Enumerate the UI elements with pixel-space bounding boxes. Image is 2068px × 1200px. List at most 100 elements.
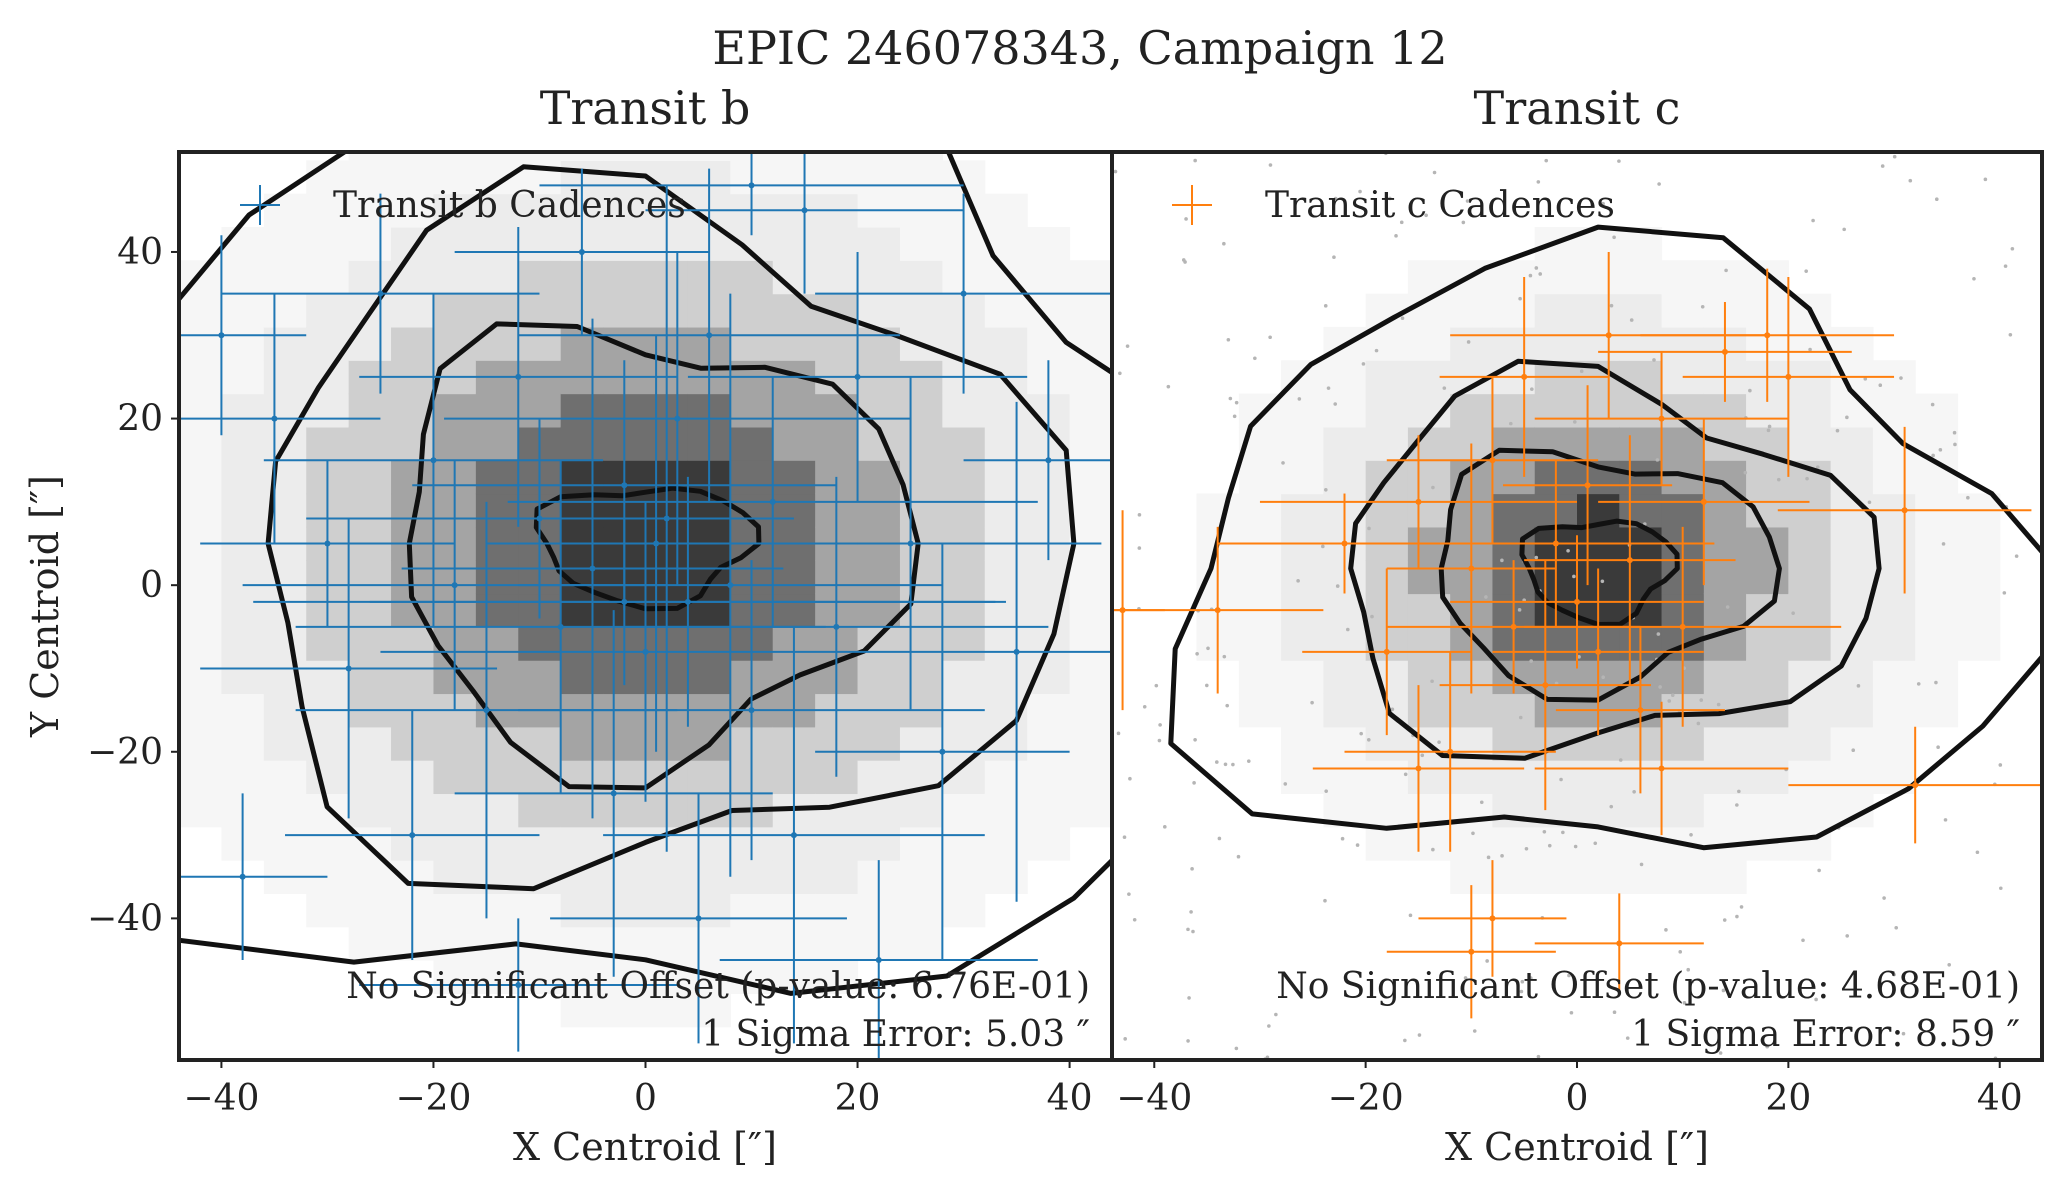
cadence-point [1312,685,1525,852]
density-cell [560,726,604,761]
point-marker [1552,540,1559,547]
density-cell [857,660,901,695]
density-cell [687,626,731,661]
background-dot [1867,500,1872,505]
density-cell [1365,360,1409,395]
density-cell [1534,860,1578,894]
density-cell [1281,726,1324,761]
density-cell [221,226,265,261]
density-cell [475,626,519,661]
background-dot [1158,723,1162,727]
density-cell [1957,526,2001,561]
background-dot [1122,835,1127,840]
density-cell [1281,626,1324,661]
point-marker [907,540,914,547]
background-dot [1721,988,1726,993]
background-dot [1689,832,1693,837]
background-dot [2002,591,2007,595]
density-cell [815,326,859,361]
cadence-point [1386,443,1556,694]
density-cell [1281,460,1324,495]
background-dot [1947,962,1951,967]
density-cell [899,426,943,461]
panel-b-ylabel: Y Centroid [″] [23,475,67,738]
background-dot [1403,772,1408,777]
point-marker [409,832,416,839]
density-cell [433,793,477,828]
background-dot [1283,782,1288,786]
density-cell [1027,693,1071,728]
density-cell [984,826,1028,861]
density-cell [772,293,816,328]
cadence-point [518,293,943,877]
density-cell [1703,460,1747,495]
density-cell [475,760,519,795]
cadence-point [380,501,911,802]
panel-b-annotation-line2: 1 Sigma Error: 5.03 ″ [701,1014,1090,1055]
point-marker [515,982,522,989]
background-dot [1655,458,1660,462]
density-cell [1450,826,1494,861]
background-dot [1566,549,1570,553]
point-marker [769,498,776,505]
density-cell [560,960,604,994]
point-marker [960,290,967,297]
density-cell [433,926,477,961]
background-dot [1187,996,1191,1000]
density-cell [1619,360,1663,395]
background-dot [1236,854,1241,859]
x-tick-label: −40 [1116,1078,1192,1119]
density-cell [433,426,477,461]
background-dot [1617,159,1621,163]
density-cell [221,660,265,695]
cadence-points-c [1112,251,2042,1019]
point-marker [854,373,861,380]
background-dot [1361,362,1366,366]
contour-line [1348,358,1882,761]
background-dot [1880,164,1885,168]
background-dot [1811,218,1815,223]
density-cell [1661,260,1705,295]
density-cell [560,593,604,628]
density-cell [306,826,350,861]
density-cell [899,926,943,961]
density-cell [899,560,943,595]
density-cell [772,460,816,495]
density-cell [772,160,816,195]
background-dot [1835,428,1840,433]
cadence-point [1418,860,1567,977]
density-cell [984,626,1028,661]
background-dot [1975,850,1980,855]
density-cell [348,626,392,661]
panel-c-annotation-line1: No Significant Offset (p-value: 4.68E-01… [1276,966,2020,1007]
density-cell [1281,660,1324,695]
density-cell [263,560,307,595]
density-cell [1407,326,1451,361]
point-marker [663,515,670,522]
density-cell [645,926,689,961]
cadence-point [1598,418,1810,586]
background-dot [1340,836,1345,841]
density-cell [772,393,816,428]
background-dot [1128,776,1132,781]
background-dot [1524,847,1529,851]
background-dot [1930,402,1935,407]
panel-c-title: Transit c [1474,81,1681,135]
cadence-point [1386,885,1556,1019]
background-dot [1735,914,1739,919]
density-cell [348,793,392,828]
density-cell [1661,326,1705,361]
density-cell [1238,626,1282,661]
cadence-point [1555,626,1725,794]
x-tick-label: 0 [1566,1078,1589,1119]
density-cell [1027,260,1071,295]
background-dot [1310,700,1314,705]
cadence-point [444,251,911,586]
density-cell [1661,793,1705,828]
point-marker [1616,940,1623,947]
background-dot [1538,272,1543,276]
cadence-point [1534,701,1789,836]
background-dot [1999,886,2003,891]
density-cell [560,893,604,928]
density-cell [899,893,943,928]
